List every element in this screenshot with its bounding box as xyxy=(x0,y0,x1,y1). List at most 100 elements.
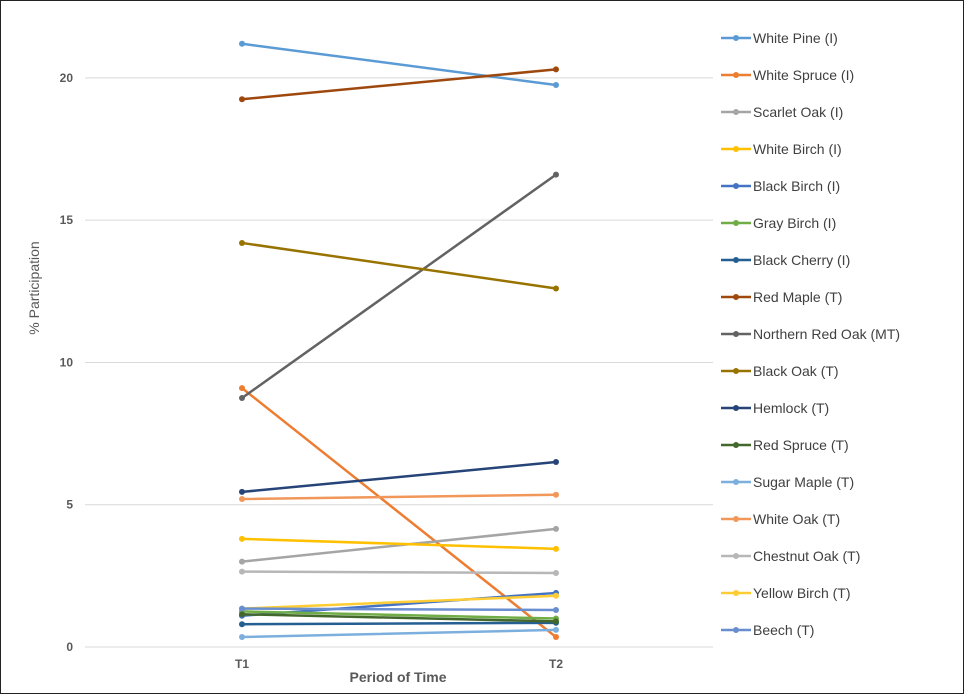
legend-item: Sugar Maple (T) xyxy=(721,474,854,490)
data-point xyxy=(553,525,559,532)
legend-item: White Oak (T) xyxy=(721,511,840,527)
data-point xyxy=(239,611,245,618)
legend-item: Gray Birch (I) xyxy=(721,215,836,231)
legend-swatch-marker xyxy=(733,331,739,337)
legend-swatch-marker xyxy=(733,442,739,448)
x-axis-label: Period of Time xyxy=(350,669,447,685)
legend-item: Northern Red Oak (MT) xyxy=(721,326,900,342)
legend-item: Beech (T) xyxy=(721,622,814,638)
data-point xyxy=(239,535,245,542)
series-line xyxy=(239,525,559,565)
y-tick-label: 15 xyxy=(60,213,74,227)
legend-label: White Spruce (I) xyxy=(753,67,854,83)
legend-item: Black Cherry (I) xyxy=(721,252,850,268)
series-line xyxy=(239,66,559,103)
data-point xyxy=(239,634,245,641)
legend-item: Scarlet Oak (I) xyxy=(721,104,843,120)
data-point xyxy=(553,285,559,292)
legend-label: Gray Birch (I) xyxy=(753,215,836,231)
legend: White Pine (I) White Spruce (I) Scarlet Oa… xyxy=(721,30,900,638)
data-point xyxy=(553,82,559,89)
series-path xyxy=(240,607,558,612)
legend-label: Black Birch (I) xyxy=(753,178,840,194)
legend-swatch-marker xyxy=(733,35,739,41)
legend-label: Hemlock (T) xyxy=(753,400,829,416)
legend-item: Red Spruce (T) xyxy=(721,437,849,453)
legend-swatch-marker xyxy=(733,479,739,485)
series-path xyxy=(240,570,558,575)
y-tick-label: 20 xyxy=(60,71,74,85)
series-line xyxy=(239,171,559,402)
series-path xyxy=(240,493,558,501)
data-point xyxy=(553,618,559,625)
x-axis-ticks: T1 T2 xyxy=(235,657,563,671)
legend-item: White Spruce (I) xyxy=(721,67,854,83)
legend-label: Beech (T) xyxy=(753,622,814,638)
legend-label: White Birch (I) xyxy=(753,141,842,157)
series-line xyxy=(239,535,559,552)
legend-item: Hemlock (T) xyxy=(721,400,829,416)
series-line xyxy=(239,568,559,577)
legend-item: Black Birch (I) xyxy=(721,178,840,194)
legend-swatch-marker xyxy=(733,146,739,152)
data-point xyxy=(239,40,245,47)
legend-label: Black Cherry (I) xyxy=(753,252,850,268)
data-point xyxy=(553,626,559,633)
data-point xyxy=(239,568,245,575)
legend-swatch-marker xyxy=(733,368,739,374)
legend-label: White Pine (I) xyxy=(753,30,838,46)
legend-swatch-marker xyxy=(733,627,739,633)
data-point xyxy=(239,605,245,612)
data-point xyxy=(239,558,245,565)
series-line xyxy=(239,239,559,292)
x-tick-label: T1 xyxy=(235,657,249,671)
data-point xyxy=(553,171,559,178)
series-path xyxy=(240,386,558,639)
series-path xyxy=(240,527,558,563)
y-tick-label: 10 xyxy=(60,355,74,369)
data-point xyxy=(239,395,245,402)
legend-item: White Pine (I) xyxy=(721,30,838,46)
legend-swatch-marker xyxy=(733,109,739,115)
series-path xyxy=(240,610,558,620)
legend-label: Sugar Maple (T) xyxy=(753,474,854,490)
legend-swatch-marker xyxy=(733,516,739,522)
legend-swatch-marker xyxy=(733,294,739,300)
series-path xyxy=(240,173,558,400)
data-point xyxy=(239,239,245,246)
series-path xyxy=(240,460,558,494)
x-tick-label: T2 xyxy=(549,657,563,671)
legend-label: Black Oak (T) xyxy=(753,363,839,379)
series-line xyxy=(239,626,559,641)
data-point xyxy=(553,66,559,73)
data-point xyxy=(239,621,245,628)
y-tick-label: 5 xyxy=(66,498,73,512)
legend-label: Scarlet Oak (I) xyxy=(753,104,843,120)
legend-item: White Birch (I) xyxy=(721,141,842,157)
series-path xyxy=(240,68,558,101)
legend-swatch-marker xyxy=(733,220,739,226)
series-path xyxy=(240,42,558,87)
legend-item: Red Maple (T) xyxy=(721,289,842,305)
legend-item: Yellow Birch (T) xyxy=(721,585,851,601)
legend-label: Chestnut Oak (T) xyxy=(753,548,860,564)
legend-swatch-marker xyxy=(733,553,739,559)
legend-item: Chestnut Oak (T) xyxy=(721,548,860,564)
legend-label: Red Maple (T) xyxy=(753,289,842,305)
data-point xyxy=(239,96,245,103)
series-line xyxy=(239,605,559,614)
legend-swatch-marker xyxy=(733,72,739,78)
data-point xyxy=(553,607,559,614)
y-tick-label: 0 xyxy=(66,640,73,654)
series-path xyxy=(240,613,558,623)
series-path xyxy=(240,537,558,551)
series-lines xyxy=(239,40,559,641)
data-point xyxy=(553,634,559,641)
data-point xyxy=(553,545,559,552)
y-axis-ticks: 0 5 10 15 20 xyxy=(60,71,74,654)
legend-swatch-marker xyxy=(733,257,739,263)
legend-swatch-marker xyxy=(733,183,739,189)
gridlines xyxy=(85,77,713,648)
